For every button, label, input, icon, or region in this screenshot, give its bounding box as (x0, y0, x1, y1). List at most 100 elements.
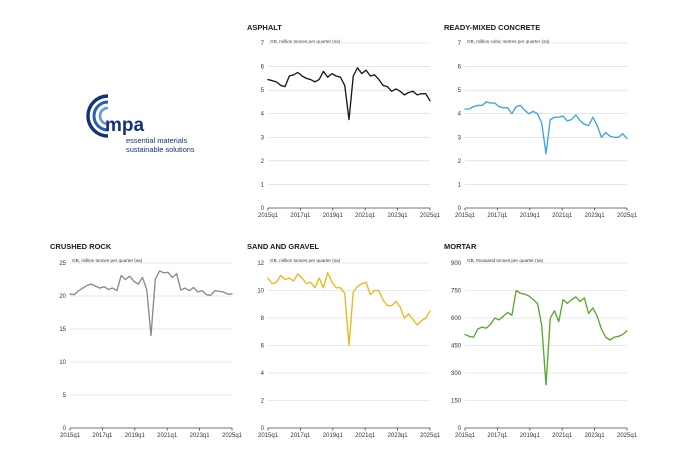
chart-title: ASPHALT (247, 23, 282, 32)
x-tick-labels: 2015q1 2017q1 2019q1 2021q1 2023q1 2025q1 (258, 208, 441, 219)
logo-name: mpa (105, 115, 145, 136)
x-tick-label: 2015q1 (258, 433, 279, 439)
x-tick-label: 2025q1 (222, 433, 243, 439)
mpa-logo: mpa essential materials sustainable solu… (86, 94, 195, 154)
y-tick-label: 5 (63, 393, 67, 399)
x-tick-labels: 2015q1 2017q1 2019q1 2021q1 2023q1 2025q1 (455, 428, 638, 439)
x-tick-label: 2015q1 (258, 213, 279, 219)
x-tick-label: 2017q1 (92, 433, 113, 439)
x-tick-label: 2021q1 (157, 433, 178, 439)
y-tick-label: 10 (59, 360, 66, 366)
y-tick-labels: 0 2 4 6 8 10 12 (257, 261, 264, 432)
y-gridlines (268, 42, 430, 209)
series-line (464, 289, 628, 386)
data-series (267, 67, 431, 121)
y-tick-label: 25 (59, 261, 66, 267)
y-gridlines (268, 262, 430, 429)
x-tick-label: 2017q1 (290, 433, 311, 439)
x-tick-label: 2023q1 (388, 213, 409, 219)
data-series (267, 271, 431, 347)
data-series (69, 270, 233, 337)
y-tick-label: 900 (451, 261, 462, 267)
y-tick-label: 0 (458, 206, 462, 212)
x-tick-label: 2019q1 (125, 433, 146, 439)
chart-crushed-rock: CRUSHED ROCK GB, million tonnes per quar… (50, 242, 243, 439)
y-tick-label: 3 (261, 135, 265, 141)
x-tick-label: 2025q1 (617, 213, 638, 219)
series-line (267, 67, 431, 121)
y-tick-label: 750 (451, 289, 462, 295)
y-tick-label: 6 (458, 65, 462, 71)
chart-title: MORTAR (444, 242, 477, 251)
series-line (267, 271, 431, 347)
x-tick-labels: 2015q1 2017q1 2019q1 2021q1 2023q1 2025q1 (455, 208, 638, 219)
x-tick-label: 2015q1 (455, 433, 476, 439)
y-tick-label: 12 (257, 261, 264, 267)
x-tick-label: 2023q1 (190, 433, 211, 439)
chart-unit-label: GB, million tonnes per quarter (sa) (72, 258, 143, 263)
data-series (464, 289, 628, 386)
x-tick-label: 2017q1 (290, 213, 311, 219)
y-gridlines (70, 262, 232, 429)
y-tick-label: 6 (261, 344, 265, 350)
x-tick-label: 2019q1 (323, 213, 344, 219)
y-tick-label: 0 (63, 426, 67, 432)
x-tick-label: 2015q1 (60, 433, 81, 439)
chart-title: CRUSHED ROCK (50, 242, 112, 251)
y-tick-label: 5 (261, 88, 265, 94)
y-tick-label: 2 (261, 159, 265, 165)
chart-unit-label: GB, million tonnes per quarter (sa) (270, 258, 341, 263)
y-tick-label: 20 (59, 294, 66, 300)
y-tick-label: 0 (261, 426, 265, 432)
series-line (464, 101, 628, 155)
x-tick-label: 2025q1 (420, 213, 441, 219)
y-tick-label: 15 (59, 327, 66, 333)
y-tick-labels: 0 1 2 3 4 5 6 7 (458, 41, 462, 212)
y-tick-label: 4 (261, 112, 265, 118)
y-tick-label: 8 (261, 316, 265, 322)
chart-sand-and-gravel: SAND AND GRAVEL GB, million tonnes per q… (247, 242, 441, 439)
y-tick-label: 300 (451, 371, 462, 377)
x-tick-label: 2019q1 (323, 433, 344, 439)
x-tick-label: 2023q1 (585, 433, 606, 439)
series-line (69, 270, 233, 337)
y-tick-label: 10 (257, 289, 264, 295)
data-series (464, 101, 628, 155)
logo-tagline-2: sustainable solutions (126, 145, 195, 154)
x-tick-label: 2021q1 (552, 433, 573, 439)
y-tick-label: 7 (261, 41, 265, 47)
y-tick-label: 1 (458, 182, 462, 188)
chart-asphalt: ASPHALT GB, million tonnes per quarter (… (247, 23, 441, 219)
x-tick-label: 2015q1 (455, 213, 476, 219)
y-tick-label: 1 (261, 182, 265, 188)
y-tick-label: 0 (458, 426, 462, 432)
chart-mortar: MORTAR GB, thousand tonnes per quarter (… (444, 242, 638, 439)
y-tick-label: 150 (451, 399, 462, 405)
x-tick-label: 2017q1 (487, 433, 508, 439)
x-tick-label: 2023q1 (585, 213, 606, 219)
chart-unit-label: GB, thousand tonnes per quarter (sa) (467, 258, 544, 263)
y-tick-label: 6 (261, 65, 265, 71)
logo-swoosh-icon (86, 94, 109, 138)
x-tick-labels: 2015q1 2017q1 2019q1 2021q1 2023q1 2025q1 (60, 428, 243, 439)
chart-title: READY-MIXED CONCRETE (444, 23, 540, 32)
y-tick-label: 0 (261, 206, 265, 212)
x-tick-label: 2017q1 (487, 213, 508, 219)
x-tick-labels: 2015q1 2017q1 2019q1 2021q1 2023q1 2025q1 (258, 428, 441, 439)
y-tick-labels: 0 1 2 3 4 5 6 7 (261, 41, 265, 212)
y-gridlines (465, 262, 627, 429)
x-tick-label: 2021q1 (552, 213, 573, 219)
y-tick-label: 450 (451, 344, 462, 350)
y-tick-label: 4 (261, 371, 265, 377)
y-tick-label: 5 (458, 88, 462, 94)
x-tick-label: 2023q1 (388, 433, 409, 439)
y-tick-label: 2 (261, 399, 265, 405)
y-tick-label: 3 (458, 135, 462, 141)
y-tick-labels: 0 5 10 15 20 25 (59, 261, 66, 432)
y-tick-labels: 0 150 300 450 600 750 900 (451, 261, 462, 432)
y-tick-label: 7 (458, 41, 462, 47)
x-tick-label: 2021q1 (355, 213, 376, 219)
y-tick-label: 2 (458, 159, 462, 165)
x-tick-label: 2019q1 (520, 433, 541, 439)
